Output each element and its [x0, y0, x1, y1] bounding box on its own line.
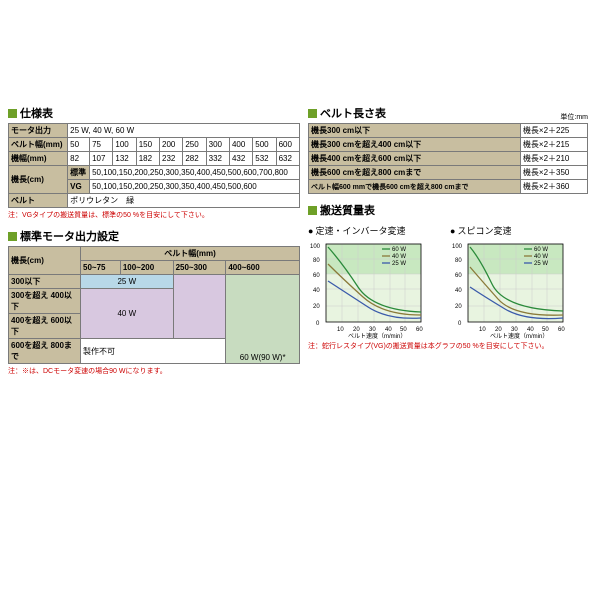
unit-label: 単位:mm: [560, 112, 588, 122]
sq-icon: [8, 109, 17, 118]
svg-text:20: 20: [313, 304, 320, 310]
svg-text:20: 20: [495, 327, 502, 333]
svg-text:25 W: 25 W: [534, 261, 548, 267]
svg-text:100: 100: [452, 244, 463, 250]
svg-text:50: 50: [400, 327, 407, 333]
svg-text:50: 50: [542, 327, 549, 333]
sq-icon: [308, 109, 317, 118]
svg-text:60: 60: [558, 327, 565, 333]
sq-icon: [308, 206, 317, 215]
svg-text:25 W: 25 W: [392, 261, 406, 267]
svg-text:40: 40: [313, 288, 320, 294]
spec-title: 仕様表: [8, 105, 300, 121]
svg-text:80: 80: [313, 258, 320, 264]
svg-text:40: 40: [385, 327, 392, 333]
svg-text:30: 30: [369, 327, 376, 333]
svg-text:40 W: 40 W: [534, 254, 548, 260]
svg-text:40: 40: [455, 288, 462, 294]
svg-text:10: 10: [337, 327, 344, 333]
transport-title: 搬送質量表: [308, 202, 588, 218]
svg-text:ベルト速度（m/min）: ベルト速度（m/min）: [348, 332, 406, 339]
svg-text:60: 60: [313, 273, 320, 279]
svg-text:80: 80: [455, 258, 462, 264]
svg-text:ベルト速度（m/min）: ベルト速度（m/min）: [490, 332, 548, 339]
sq-icon: [8, 232, 17, 241]
chart-2: スピコン変速 100806040200 102030405060 60 W: [450, 224, 588, 339]
beltlen-title: ベルト長さ表: [308, 105, 386, 121]
motor-title: 標準モータ出力設定: [8, 228, 300, 244]
motor-table: 機長(cm)ベルト幅(mm) 50~75100~200250~300400~60…: [8, 246, 300, 364]
svg-text:10: 10: [479, 327, 486, 333]
beltlen-table: 機長300 cm以下機長×2＋225 機長300 cmを超え400 cm以下機長…: [308, 123, 588, 194]
motor-note: 注：※は、DCモータ変速の場合90 Wになります。: [8, 366, 300, 376]
svg-text:40 W: 40 W: [392, 254, 406, 260]
svg-text:30: 30: [511, 327, 518, 333]
svg-text:60: 60: [416, 327, 423, 333]
svg-text:60: 60: [455, 273, 462, 279]
chart-1: 定速・インバータ変速 100806040200 102030405060 60 …: [308, 224, 446, 339]
svg-text:60 W: 60 W: [392, 247, 406, 253]
svg-text:40: 40: [527, 327, 534, 333]
svg-text:0: 0: [458, 321, 462, 327]
spec-table: モータ出力25 W, 40 W, 60 W ベルト幅(mm)5075100150…: [8, 123, 300, 208]
svg-text:60 W: 60 W: [534, 247, 548, 253]
transport-note: 注：蛇行レスタイプ(VG)の搬送質量は本グラフの50 %を目安にして下さい。: [308, 341, 588, 351]
svg-text:0: 0: [316, 321, 320, 327]
svg-text:100: 100: [310, 244, 321, 250]
svg-text:20: 20: [353, 327, 360, 333]
spec-note: 注：VGタイプの搬送質量は、標準の50 %を目安にして下さい。: [8, 210, 300, 220]
svg-text:20: 20: [455, 304, 462, 310]
